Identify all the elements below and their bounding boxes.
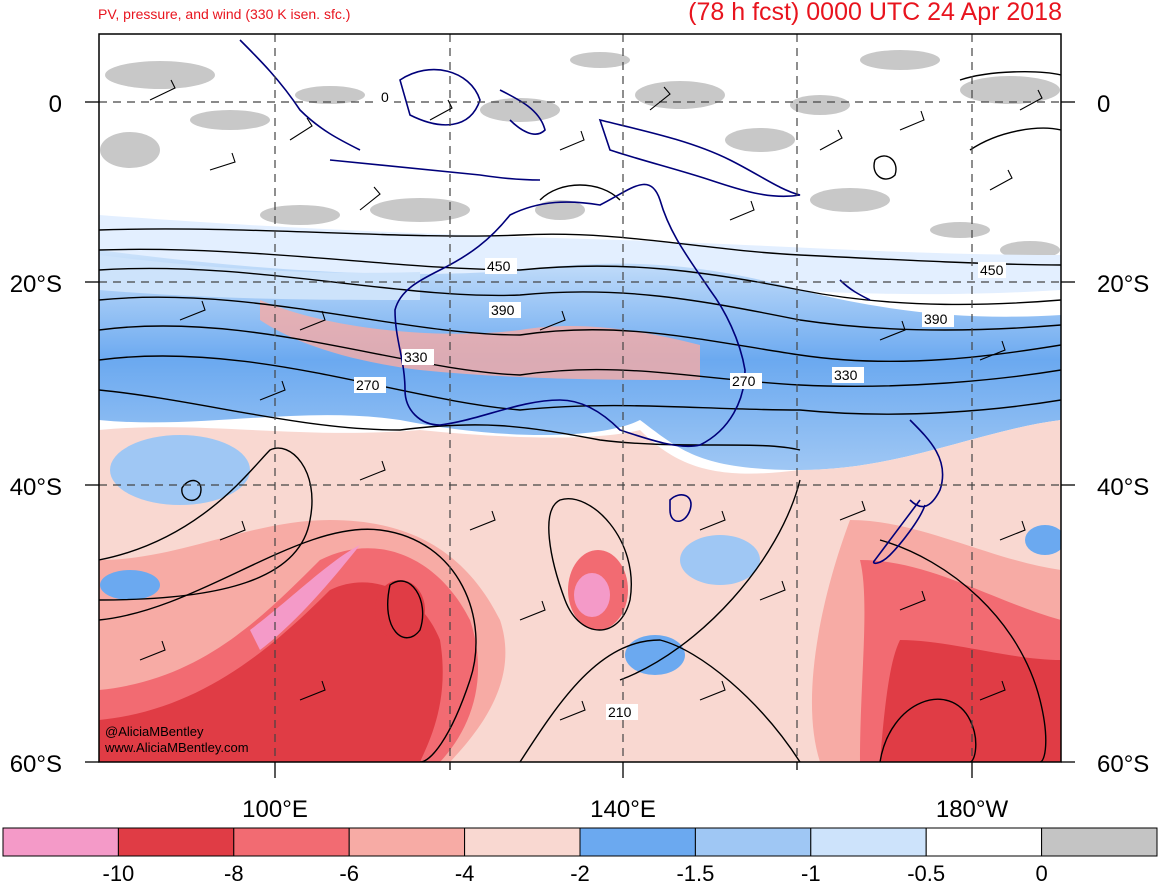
australia-coast: [394, 183, 746, 448]
colorbar-swatch: [233, 827, 350, 857]
lat-label-left: 40°S: [10, 474, 62, 501]
map-plot-area: 0 450 390 330 270 270 330 390 450 210: [99, 34, 1061, 762]
wind-barbs: [139, 79, 1043, 721]
lat-labels: 0 20°S 40°S 60°S 0 20°S 40°S 60°S: [10, 91, 1150, 778]
contour-label: 270: [732, 373, 756, 389]
colorbar-tick-label: -6: [339, 861, 359, 885]
colorbar-tick-label: -1.5: [676, 861, 714, 885]
colorbar-swatch: [464, 827, 581, 857]
axis-ticks: [85, 101, 1075, 778]
contour-label: 390: [924, 311, 948, 327]
colorbar-swatch: [1041, 827, 1158, 857]
lat-label-right: 0: [1097, 91, 1110, 118]
lat-label-left: 60°S: [10, 751, 62, 778]
colorbar-swatch: [2, 827, 119, 857]
lat-label-left: 20°S: [10, 271, 62, 298]
colorbar-tick-label: -1: [801, 861, 821, 885]
plot-subtitle: PV, pressure, and wind (330 K isen. sfc.…: [98, 6, 351, 22]
contour-label: 0: [381, 89, 389, 105]
java-coast: [329, 159, 541, 181]
graticule: [99, 34, 1061, 762]
plot-title: (78 h fcst) 0000 UTC 24 Apr 2018: [688, 0, 1062, 26]
contour-label: 450: [980, 262, 1004, 278]
lon-label: 140°E: [590, 796, 656, 823]
lat-label-left: 0: [49, 91, 62, 118]
colorbar-swatch: [925, 827, 1043, 857]
map-frame: [98, 33, 1062, 763]
colorbar-swatch: [348, 827, 466, 857]
colorbar-tick-label: -4: [455, 861, 475, 885]
new-zealand-coast: [872, 419, 944, 565]
contour-label: 330: [834, 367, 858, 383]
colorbar-swatch: [579, 827, 696, 857]
colorbar-tick-label: -10: [103, 861, 135, 885]
lon-label: 100°E: [242, 796, 308, 823]
lat-label-right: 60°S: [1097, 751, 1149, 778]
contour-label: 270: [356, 377, 380, 393]
watermark-url: www.AliciaMBentley.com: [105, 740, 249, 755]
contour-labels: 0 450 390 330 270 270 330 390 450 210: [354, 89, 1006, 720]
contour-label: 210: [608, 704, 632, 720]
pv-shading-grey: [100, 50, 1060, 259]
colorbar-tick-label: -8: [224, 861, 244, 885]
lon-labels: 100°E 140°E 180°W: [242, 796, 1008, 823]
colorbar-swatch: [117, 827, 235, 857]
lat-label-right: 20°S: [1097, 271, 1149, 298]
colorbar-swatch: [694, 827, 812, 857]
sulawesi-coast: [499, 89, 546, 135]
colorbar-swatch: [810, 827, 927, 857]
new-guinea-coast: [598, 118, 801, 198]
colorbar-tick-label: -2: [570, 861, 590, 885]
coastlines: [239, 39, 944, 565]
sumatra-coast: [239, 39, 361, 151]
contour-label: 450: [487, 258, 511, 274]
contour-label: 330: [404, 349, 428, 365]
tasmania-coast: [669, 494, 692, 523]
lat-label-right: 40°S: [1097, 474, 1149, 501]
colorbar-tick-label: -0.5: [907, 861, 945, 885]
colorbar-tick-label: 0: [1035, 861, 1047, 885]
pressure-contours: [99, 71, 1061, 762]
colorbar: -10 -8 -6 -4 -2 -1.5 -1 -0.5 0: [2, 827, 1158, 885]
borneo-coast: [399, 68, 481, 126]
contour-label: 390: [491, 302, 515, 318]
lon-label: 180°W: [936, 796, 1009, 823]
watermark-handle: @AliciaMBentley: [105, 724, 204, 739]
